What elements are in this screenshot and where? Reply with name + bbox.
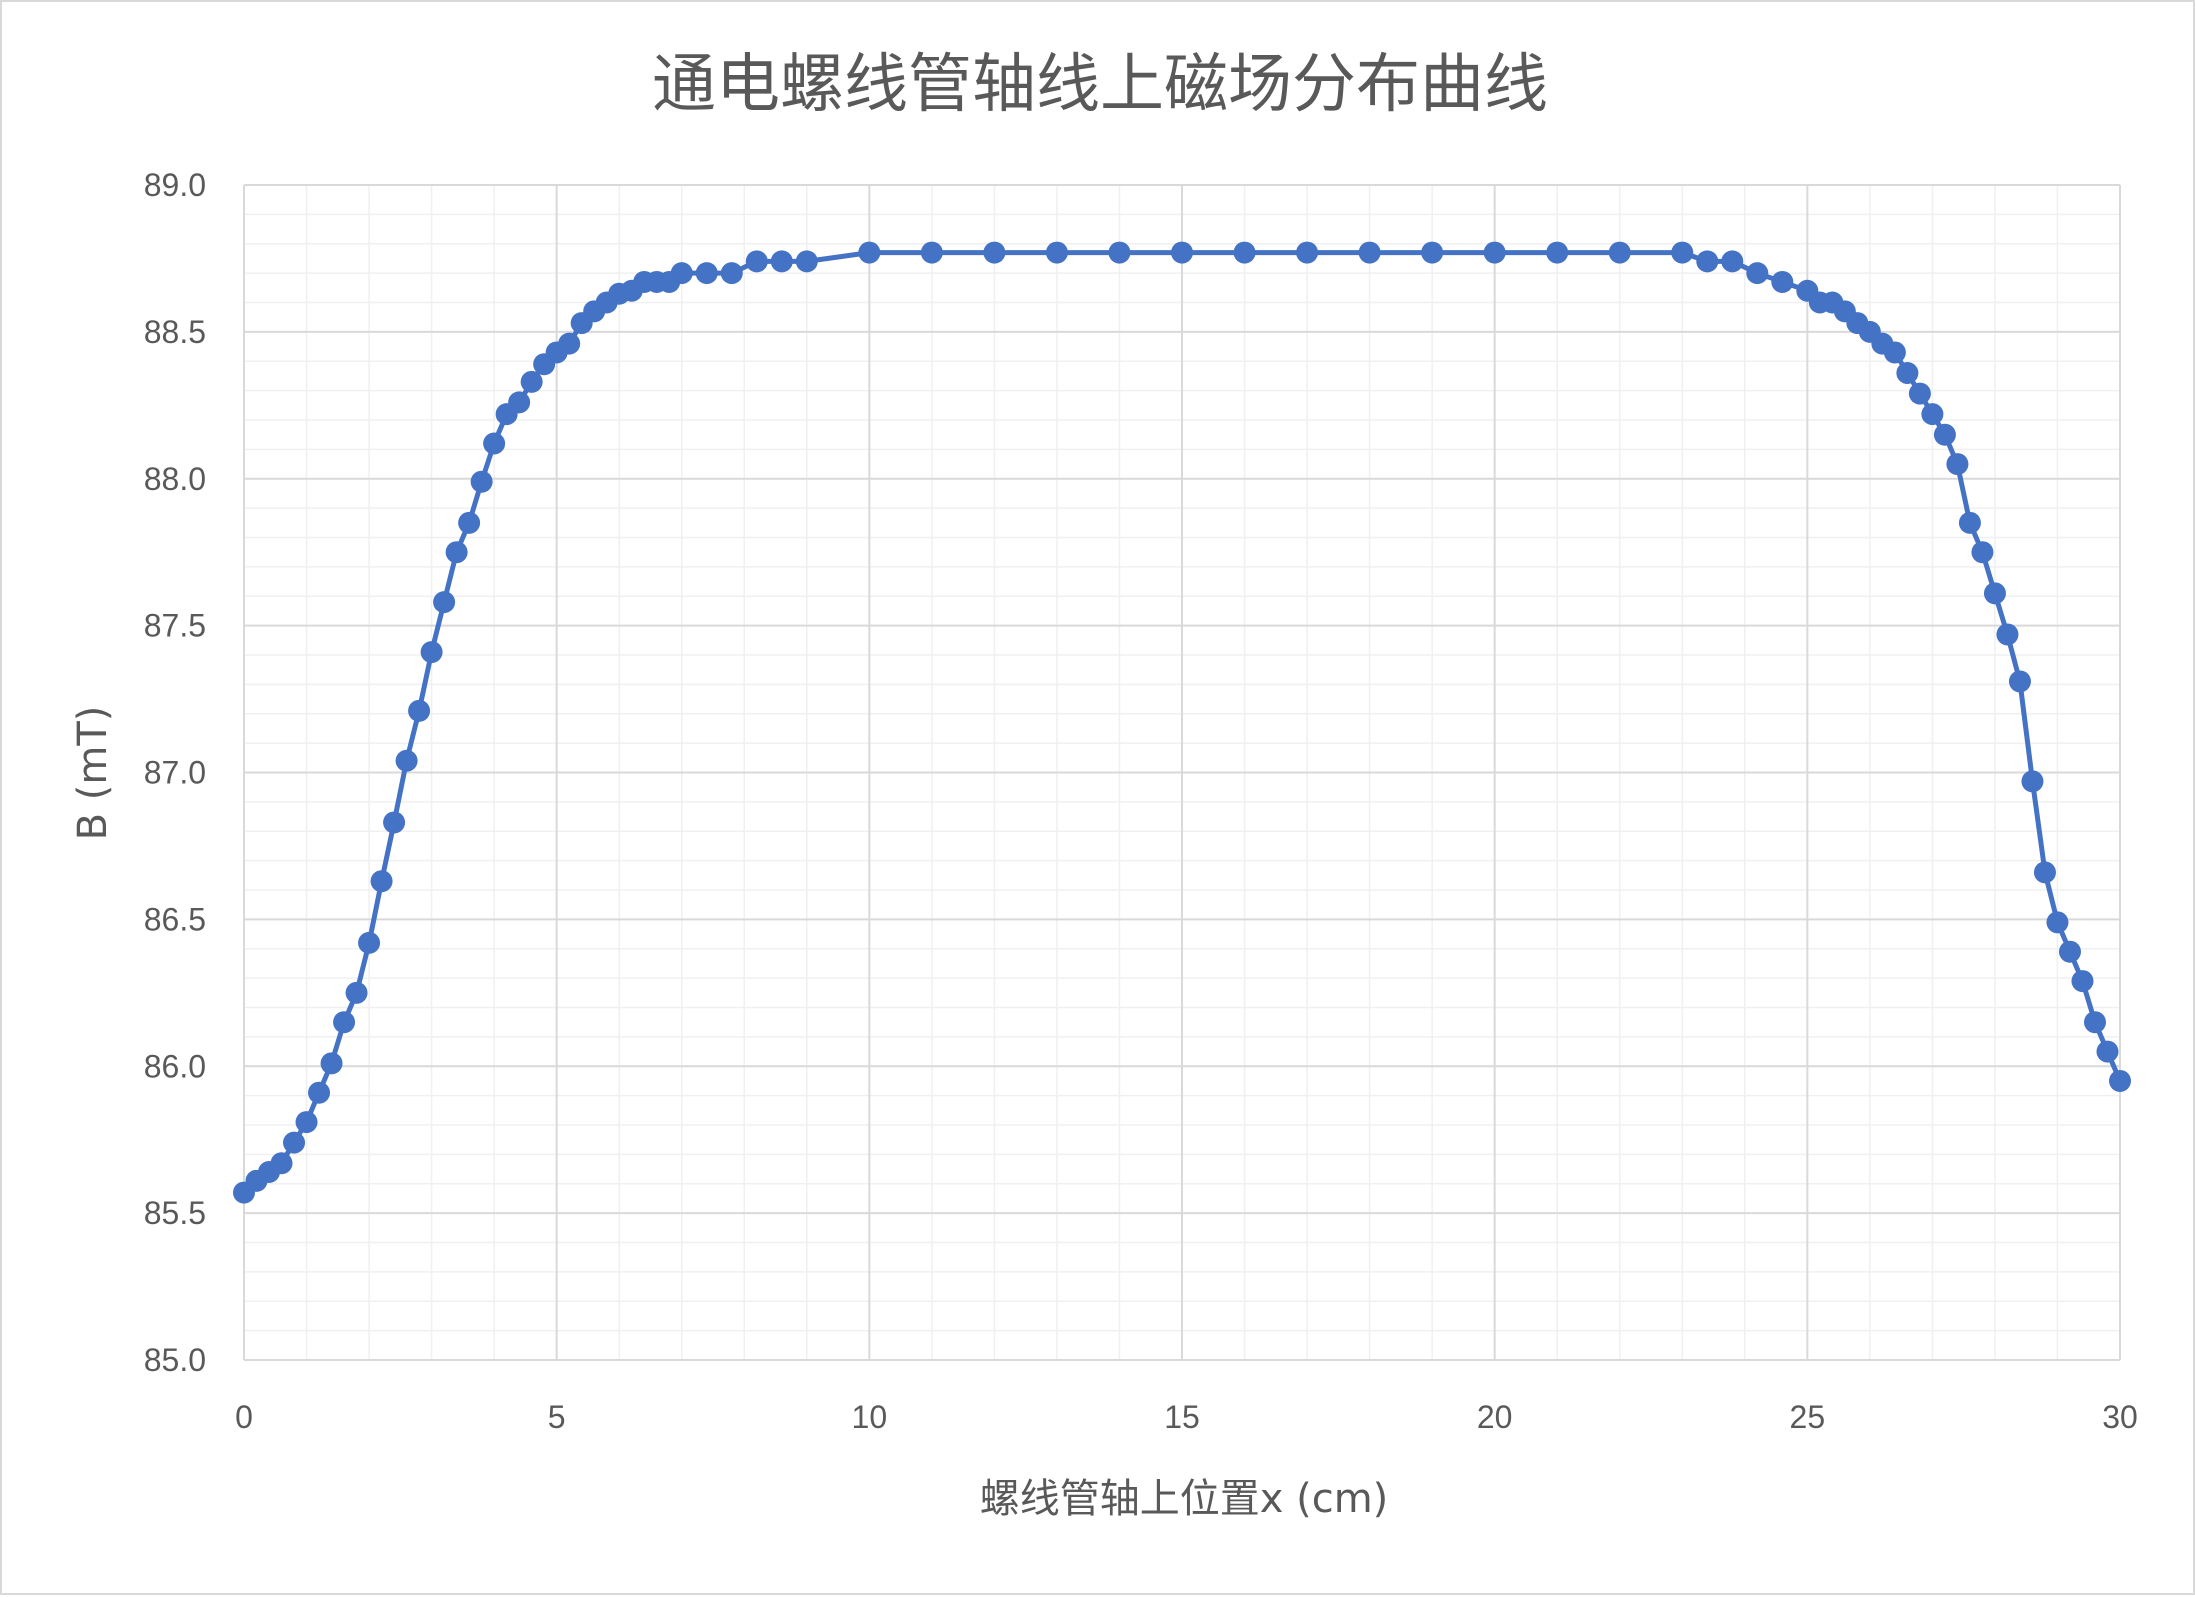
data-point [358,931,381,954]
data-point [2058,940,2081,963]
y-tick-label: 86.5 [144,901,206,937]
y-tick-label: 87.5 [144,608,206,644]
data-point [1971,541,1994,564]
data-point [558,332,581,355]
data-point [858,241,881,264]
data-point [2021,770,2044,793]
data-point [1546,241,1569,264]
data-point [2033,861,2056,884]
data-point [1958,511,1981,534]
x-axis-title: 螺线管轴上位置x (cm) [980,1476,1389,1522]
data-point [1721,250,1744,273]
data-point [720,262,743,285]
x-tick-labels: 0 5 10 15 20 25 30 [235,1399,2138,1435]
data-point [670,262,693,285]
data-point [1908,382,1931,405]
x-tick-label: 20 [1477,1399,1513,1435]
x-tick-label: 15 [1164,1399,1200,1435]
data-point [1746,262,1769,285]
data-point [2109,1069,2131,1092]
data-point [483,432,506,455]
data-point [1933,423,1956,446]
data-point [333,1011,356,1034]
series-layer [233,241,2131,1204]
data-point [770,250,793,273]
y-tick-label: 89.0 [144,167,206,203]
data-point [745,250,768,273]
data-point [1896,362,1919,384]
data-point [1696,250,1719,273]
x-tick-label: 10 [852,1399,888,1435]
data-point [1296,241,1319,264]
data-point [1171,241,1193,264]
data-point [408,699,431,722]
data-point [1108,241,1131,264]
data-point [2083,1011,2106,1034]
data-point [695,262,718,285]
data-point [1045,241,1068,264]
y-tick-label: 88.5 [144,314,206,350]
data-point [1671,241,1694,264]
data-point [1996,623,2019,646]
x-tick-label: 0 [235,1399,253,1435]
data-point [345,981,368,1004]
data-point [1483,241,1506,264]
data-point [1608,241,1631,264]
data-point [2008,670,2031,693]
data-point [308,1081,331,1104]
y-tick-label: 85.0 [144,1342,206,1378]
data-point [320,1052,343,1075]
y-tick-label: 87.0 [144,755,206,791]
major-grid [243,184,2121,1361]
data-point [470,470,493,493]
data-point [433,591,456,614]
data-point [370,870,393,893]
data-point [508,391,531,414]
data-point [295,1111,318,1134]
y-tick-labels: 85.0 85.5 86.0 86.5 87.0 87.5 88.0 88.5 89.0 [144,167,206,1378]
data-point [920,241,943,264]
data-point [458,511,481,534]
y-axis-title: B (mT) [70,706,116,841]
data-point [1771,270,1794,293]
data-point [1983,582,2006,605]
y-tick-label: 86.0 [144,1048,206,1084]
data-point [1921,403,1944,426]
data-point [270,1152,293,1175]
x-tick-label: 30 [2102,1399,2138,1435]
x-tick-label: 5 [548,1399,566,1435]
x-tick-label: 25 [1790,1399,1826,1435]
chart-title: 通电螺线管轴线上磁场分布曲线 [652,48,1548,122]
data-point [520,370,543,393]
y-tick-label: 85.5 [144,1195,206,1231]
data-point [383,811,406,834]
data-point [2046,911,2069,934]
data-point [2096,1040,2119,1063]
data-point [1233,241,1256,264]
data-point [1946,453,1969,476]
data-point [983,241,1006,264]
data-point [420,641,443,664]
data-point [395,749,418,772]
data-point [283,1131,306,1154]
y-tick-label: 88.0 [144,461,206,497]
data-point [445,541,468,564]
data-point [1358,241,1381,264]
data-point [1883,341,1906,364]
data-point [1421,241,1444,264]
data-point [795,250,818,273]
data-point [2071,970,2094,993]
